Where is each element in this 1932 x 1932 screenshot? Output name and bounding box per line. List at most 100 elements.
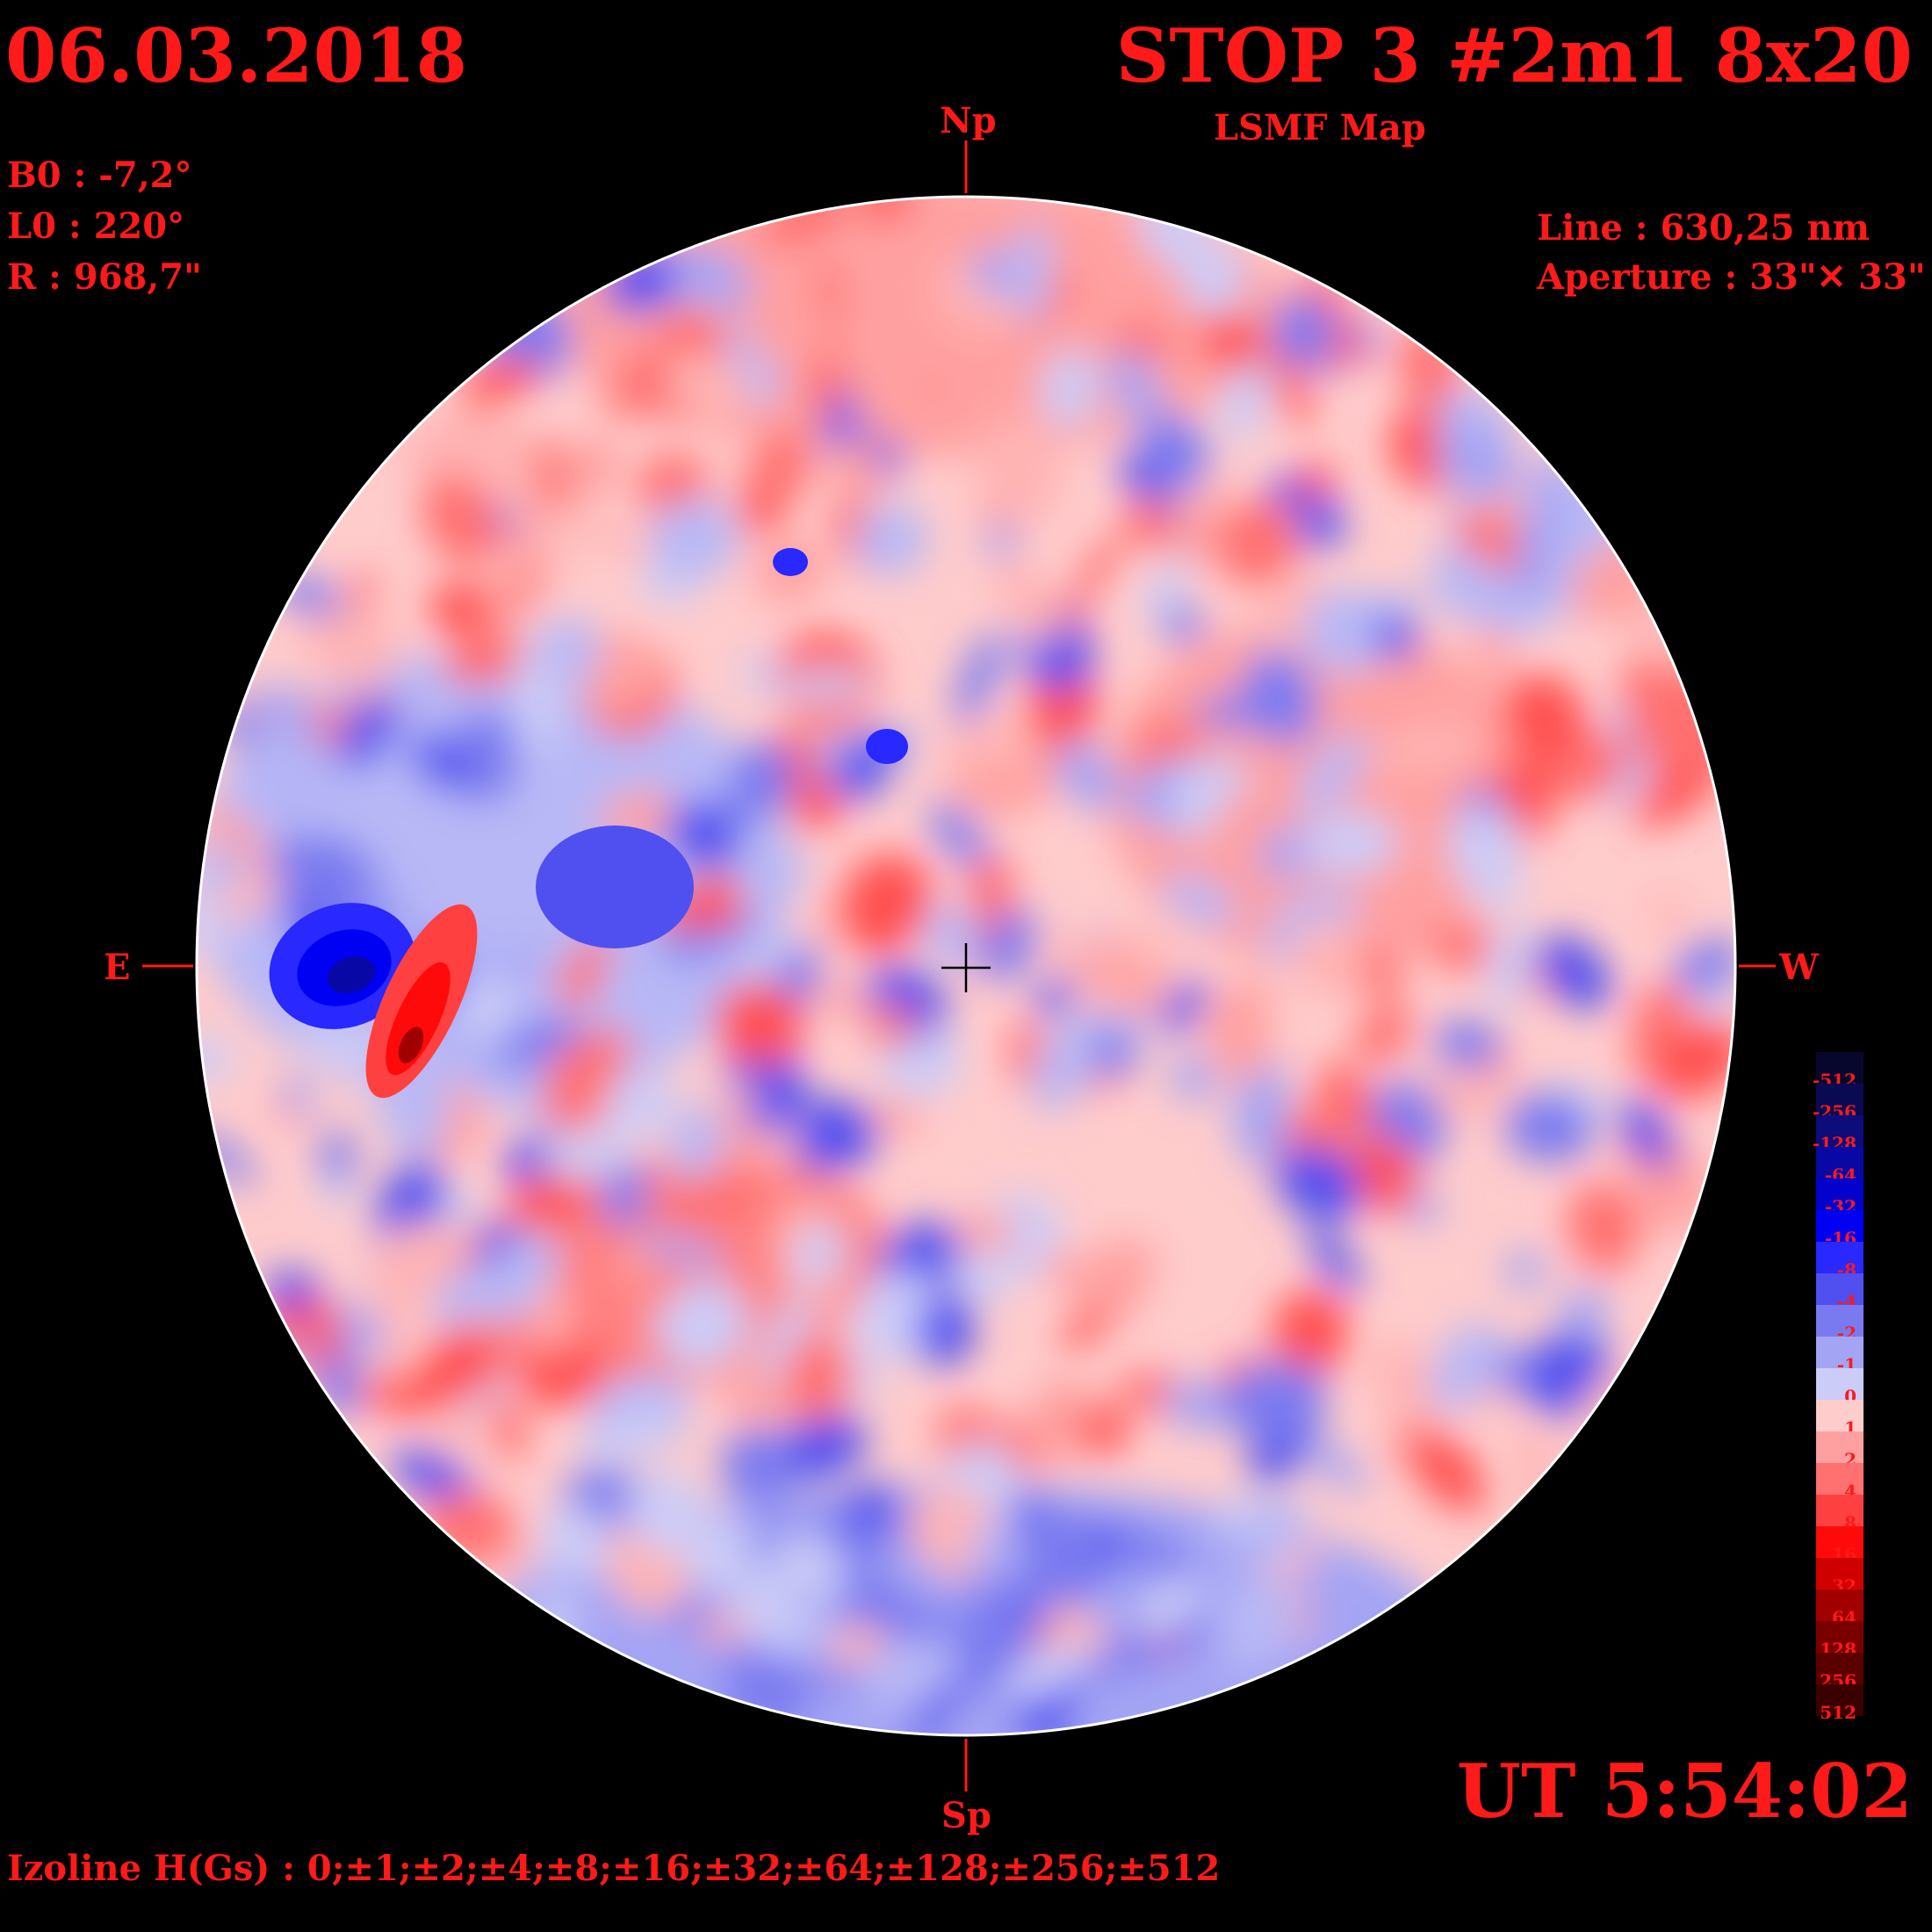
field-patch [916,1290,976,1368]
east-label: E [104,947,131,988]
field-patch [459,357,540,406]
colorbar-swatch [1816,1621,1864,1653]
field-patch [720,1427,796,1506]
field-patch [1031,1019,1097,1112]
field-patch [419,1328,506,1401]
field-patch [1650,1021,1735,1100]
field-patch [428,582,500,637]
field-patch [1161,873,1237,928]
field-patch [1504,1250,1546,1291]
field-patch [790,1225,847,1282]
field-patch [462,974,515,1051]
field-patch [829,436,883,506]
field-patch [1039,933,1104,988]
field-patch [1374,730,1429,775]
colorbar-swatch [1816,1558,1864,1590]
field-patch [948,718,1039,771]
field-patch [1357,1134,1417,1215]
colorbar-swatch [1816,1147,1864,1179]
field-patch [981,909,1038,982]
field-patch [726,740,795,822]
field-patch [857,1638,960,1706]
field-patch [460,633,535,667]
field-patch [1436,422,1517,501]
field-patch [627,1470,704,1554]
field-patch [1013,220,1052,326]
field-patch [995,555,1059,645]
colorbar-swatch [1816,1495,1864,1526]
colorbar-swatch [1816,1179,1864,1210]
observation-date: 06.03.2018 [5,12,468,99]
field-patch [1486,922,1530,1012]
field-patch [1696,981,1730,1017]
field-patch [1282,391,1315,424]
field-patch [669,1105,724,1179]
field-patch [1271,296,1337,365]
field-patch [1369,1340,1450,1431]
colorbar-swatch [1816,1115,1864,1147]
field-patch [1034,977,1077,1016]
field-patch [789,1573,835,1663]
spectral-line: Line : 630,25 nm [1537,207,1870,249]
field-patch [658,1170,765,1226]
field-patch [1297,1433,1368,1492]
field-patch [539,1503,609,1581]
field-patch [779,1099,881,1172]
colorbar-swatch [1816,1526,1864,1558]
field-patch [1163,605,1204,645]
field-patch [1534,934,1611,1010]
field-patch [1025,660,1099,765]
field-patch [1426,1065,1507,1118]
field-patch [955,1214,1019,1253]
field-patch [1240,1496,1308,1567]
field-patch [1043,1250,1099,1302]
colorbar-swatch [1816,1684,1864,1716]
field-patch [408,734,471,792]
field-patch [866,729,908,764]
colorbar-swatch [1816,1368,1864,1400]
field-patch [1160,979,1207,1034]
field-patch [1290,919,1370,998]
field-patch [1143,553,1189,625]
field-patch [1200,312,1264,373]
map-subtitle: LSMF Map [1214,107,1426,148]
field-patch [966,852,1014,920]
field-patch [637,569,700,604]
field-patch [762,1296,813,1389]
field-patch [1002,1633,1098,1703]
field-patch [422,472,499,567]
field-patch [1551,1078,1611,1124]
field-patch [1208,789,1268,883]
field-patch [281,1074,314,1117]
south-pole-label: Sp [941,1795,991,1836]
field-patch [1631,984,1687,1050]
solar-disk [197,197,1735,1735]
field-patch [984,525,1020,559]
field-patch [1041,349,1099,429]
field-patch [268,833,378,906]
field-patch [854,503,928,576]
field-patch [1647,893,1688,934]
field-patch [1243,648,1318,746]
north-pole-label: Np [940,100,997,141]
field-patch [1222,1360,1327,1441]
field-patch [471,429,544,524]
field-patch [665,349,755,417]
l0-value: L0 : 220° [7,205,185,247]
field-patch [874,1543,942,1598]
field-patch [1430,1322,1502,1411]
field-patch [1122,497,1175,552]
aperture: Aperture : 33"✕ 33" [1537,256,1926,298]
field-patch [507,569,542,609]
field-patch [837,853,933,955]
field-patch [1271,1289,1349,1378]
field-patch [398,1027,424,1063]
field-patch [872,1006,915,1050]
field-patch [488,1393,529,1463]
field-patch [1360,943,1403,1000]
field-patch [1071,534,1123,607]
field-patch [1077,942,1166,1018]
field-patch [977,1193,1063,1280]
colorbar-swatch [1816,1590,1864,1621]
